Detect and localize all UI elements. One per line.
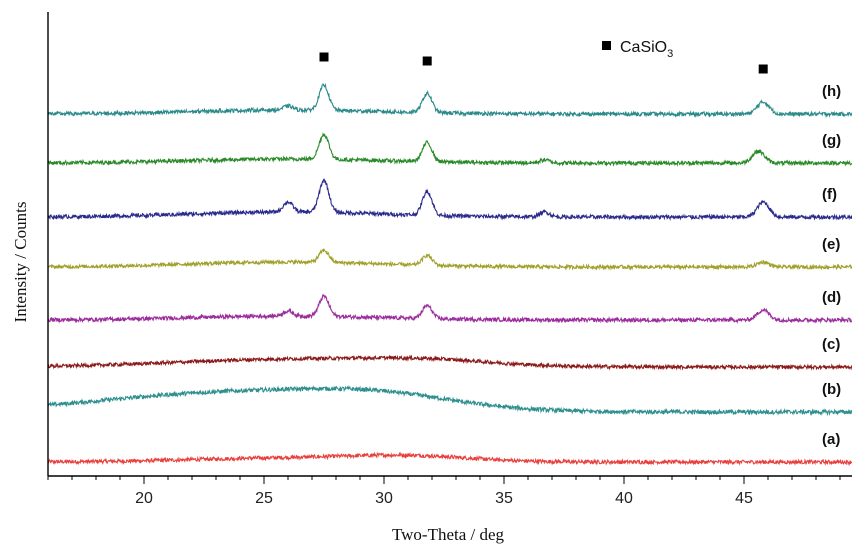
curve-label-c: (c): [822, 336, 840, 353]
legend-label-subscript: 3: [667, 48, 673, 60]
curve-label-g: (g): [822, 132, 841, 149]
xrd-curve-h: [47, 83, 852, 119]
legend-label: CaSiO3: [620, 39, 673, 60]
curve-label-d: (d): [822, 289, 841, 306]
xrd-curve-a: [47, 451, 852, 467]
curve-label-h: (h): [822, 83, 841, 100]
xrd-curve-g: [47, 131, 852, 167]
x-tick-label: 25: [255, 490, 273, 507]
x-tick-label: 45: [735, 490, 753, 507]
curve-label-f: (f): [822, 186, 837, 203]
casio3-peak-marker: [758, 64, 768, 74]
curve-label-a: (a): [822, 431, 840, 448]
y-axis-title: Intensity / Counts: [11, 202, 30, 323]
xrd-curve-f: [47, 178, 852, 221]
peak-markers-group: [319, 52, 768, 74]
axes-group: 20 25 30 35 40 45: [47, 12, 852, 507]
legend: CaSiO3: [602, 39, 673, 60]
curve-label-b: (b): [822, 381, 841, 398]
curves-group: [47, 83, 852, 467]
curve-label-e: (e): [822, 236, 840, 253]
xrd-curve-e: [47, 248, 852, 271]
casio3-peak-marker: [422, 56, 432, 66]
x-tick-label: 30: [375, 490, 393, 507]
xrd-curve-d: [47, 293, 852, 324]
x-tick-label: 35: [495, 490, 513, 507]
xrd-curve-b: [47, 385, 852, 417]
x-axis-title: Two-Theta / deg: [392, 525, 505, 544]
x-tick-label: 20: [135, 490, 153, 507]
curve-labels-group: (a) (b) (c) (d) (e) (f) (g) (h): [822, 83, 841, 448]
legend-square-marker: [602, 41, 611, 50]
xrd-curve-c: [47, 354, 852, 371]
legend-label-main: CaSiO: [620, 39, 667, 56]
x-ticks-group: 20 25 30 35 40 45: [47, 476, 841, 507]
x-tick-label: 40: [615, 490, 633, 507]
casio3-peak-marker: [319, 52, 329, 62]
